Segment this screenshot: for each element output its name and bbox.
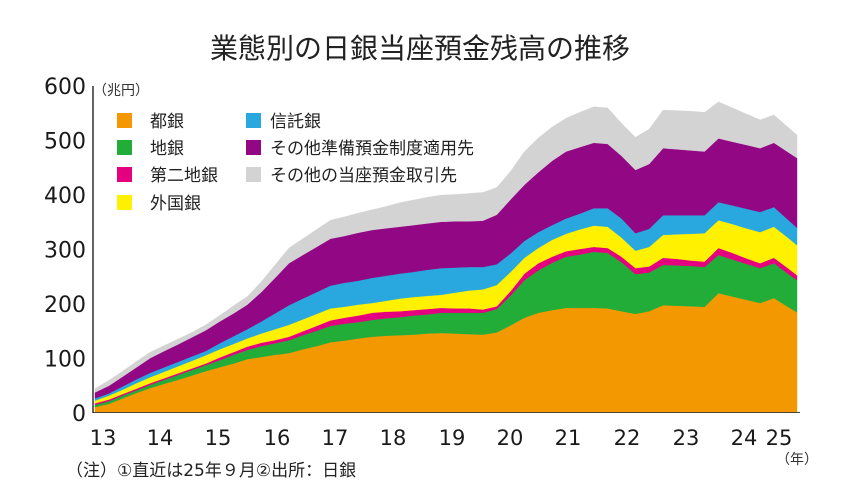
y-tick-label: 500 (44, 130, 86, 155)
x-axis-unit-label: （年） (776, 452, 818, 468)
y-tick-labels: 0 100 200 300 400 500 600 (44, 75, 86, 427)
y-tick-label: 0 (72, 402, 86, 427)
legend-label: 第二地銀 (150, 166, 218, 186)
stacked-areas (94, 101, 798, 413)
legend-label: 信託銀 (270, 112, 321, 132)
legend-item: 地銀 (117, 139, 184, 159)
x-tick-label: 19 (439, 426, 466, 450)
legend-swatch (117, 167, 132, 182)
y-tick-label: 600 (44, 75, 86, 100)
legend-swatch (117, 113, 132, 128)
x-tick-label: 17 (322, 426, 349, 450)
legend-item: 外国銀 (117, 194, 201, 214)
legend-item: その他準備預金制度適用先 (246, 139, 474, 159)
x-tick-label: 22 (614, 426, 641, 450)
footnote: （注）①直近は25年９月②出所：日銀 (66, 461, 356, 481)
x-tick-label: 13 (90, 426, 117, 450)
x-tick-label: 21 (555, 426, 582, 450)
legend-swatch (117, 195, 132, 210)
x-tick-label: 23 (673, 426, 700, 450)
legend-item: その他の当座預金取引先 (246, 166, 457, 186)
x-tick-labels: 13 14 15 16 17 18 19 20 21 22 23 24 25 (90, 426, 793, 450)
legend-item: 第二地銀 (117, 166, 218, 186)
legend-label: 外国銀 (150, 194, 201, 214)
legend-label: その他準備預金制度適用先 (270, 139, 474, 159)
x-tick-label: 25 (766, 426, 793, 450)
legend-swatch (246, 113, 261, 128)
x-tick-label: 16 (264, 426, 291, 450)
legend-swatch (246, 140, 261, 155)
legend-label: その他の当座預金取引先 (270, 166, 457, 186)
legend-swatch (246, 167, 261, 182)
area-other-current-account-holders (94, 101, 798, 393)
x-tick-label: 24 (731, 426, 758, 450)
y-tick-label: 200 (44, 293, 86, 318)
y-tick-label: 300 (44, 239, 86, 264)
legend-item: 都銀 (117, 112, 184, 132)
y-axis-unit-label: （兆円） (93, 83, 149, 99)
chart-title: 業態別の日銀当座預金残高の推移 (210, 32, 630, 65)
x-tick-label: 18 (380, 426, 407, 450)
x-tick-label: 20 (497, 426, 524, 450)
legend-label: 都銀 (150, 112, 184, 132)
legend-swatch (117, 140, 132, 155)
x-tick-label: 14 (147, 426, 174, 450)
y-tick-label: 100 (44, 348, 86, 373)
x-tick-label: 15 (205, 426, 232, 450)
legend-item: 信託銀 (246, 112, 321, 132)
y-tick-label: 400 (44, 184, 86, 209)
legend: 都銀 地銀 第二地銀 外国銀 信託銀 その他準備預金制度適用先 その他の当座預金… (117, 112, 474, 214)
legend-label: 地銀 (150, 139, 184, 159)
